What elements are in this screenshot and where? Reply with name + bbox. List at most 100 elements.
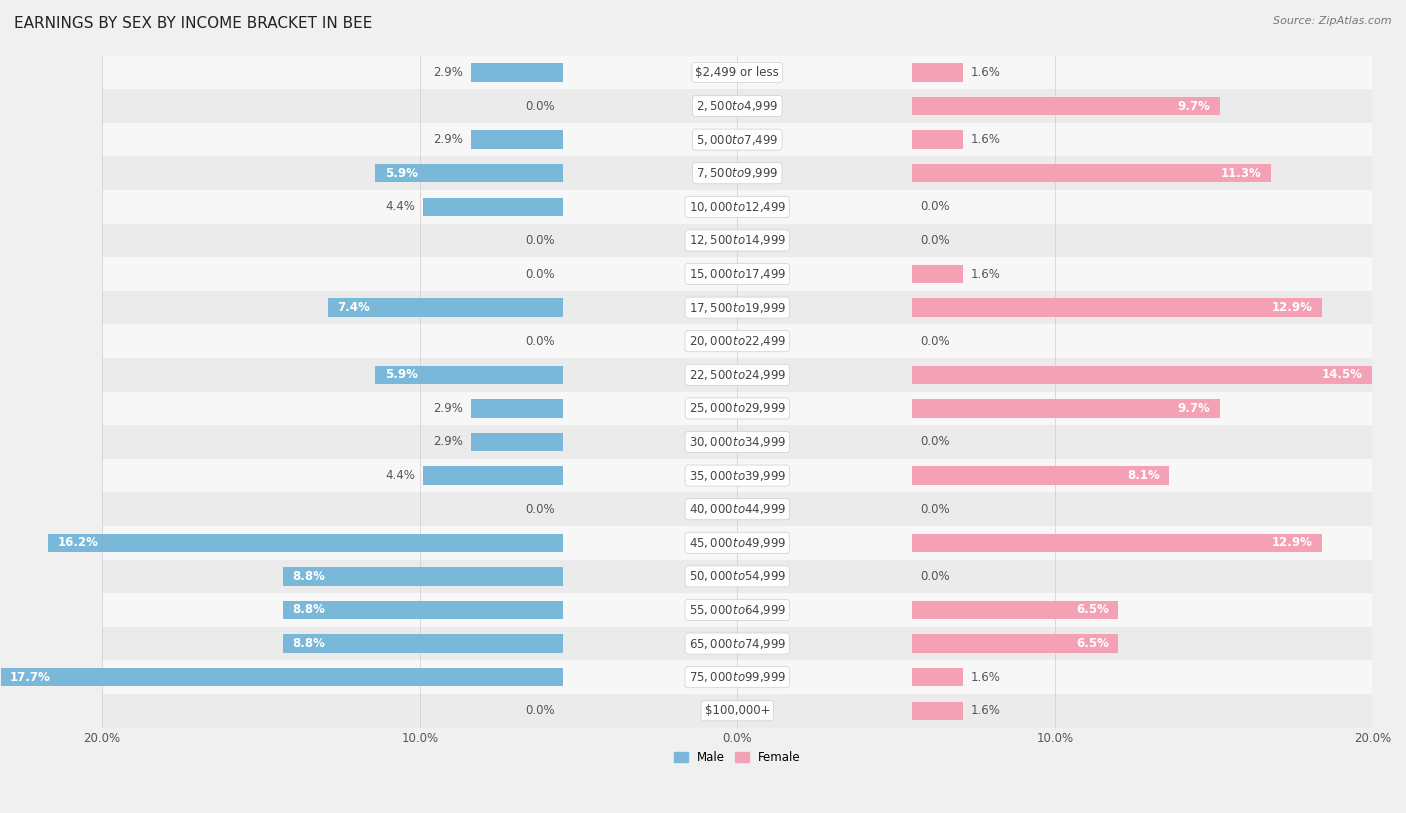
Bar bbox=[912, 265, 963, 283]
Legend: Male, Female: Male, Female bbox=[669, 746, 806, 769]
Bar bbox=[912, 298, 1322, 317]
Text: $5,000 to $7,499: $5,000 to $7,499 bbox=[696, 133, 779, 146]
Bar bbox=[103, 291, 1372, 324]
Bar bbox=[103, 257, 1372, 291]
Text: $25,000 to $29,999: $25,000 to $29,999 bbox=[689, 402, 786, 415]
Text: 8.8%: 8.8% bbox=[292, 603, 326, 616]
Text: $22,500 to $24,999: $22,500 to $24,999 bbox=[689, 367, 786, 382]
Text: 4.4%: 4.4% bbox=[385, 469, 415, 482]
Text: 0.0%: 0.0% bbox=[524, 704, 555, 717]
Bar bbox=[912, 467, 1170, 485]
Text: 5.9%: 5.9% bbox=[385, 167, 418, 180]
Text: 1.6%: 1.6% bbox=[970, 133, 1001, 146]
Text: $65,000 to $74,999: $65,000 to $74,999 bbox=[689, 637, 786, 650]
Bar bbox=[912, 366, 1372, 384]
Text: $100,000+: $100,000+ bbox=[704, 704, 770, 717]
Text: 1.6%: 1.6% bbox=[970, 66, 1001, 79]
Bar bbox=[423, 198, 562, 216]
Text: 2.9%: 2.9% bbox=[433, 66, 463, 79]
Bar bbox=[103, 224, 1372, 257]
Bar bbox=[103, 493, 1372, 526]
Text: $15,000 to $17,499: $15,000 to $17,499 bbox=[689, 267, 786, 281]
Bar bbox=[375, 366, 562, 384]
Bar bbox=[103, 425, 1372, 459]
Text: $35,000 to $39,999: $35,000 to $39,999 bbox=[689, 468, 786, 483]
Bar bbox=[0, 668, 562, 686]
Bar bbox=[912, 702, 963, 720]
Text: $2,500 to $4,999: $2,500 to $4,999 bbox=[696, 99, 779, 113]
Text: 0.0%: 0.0% bbox=[524, 99, 555, 112]
Text: $10,000 to $12,499: $10,000 to $12,499 bbox=[689, 200, 786, 214]
Bar bbox=[103, 694, 1372, 728]
Text: 0.0%: 0.0% bbox=[920, 335, 949, 348]
Text: 5.9%: 5.9% bbox=[385, 368, 418, 381]
Text: 0.0%: 0.0% bbox=[920, 570, 949, 583]
Text: 0.0%: 0.0% bbox=[524, 234, 555, 247]
Text: 7.4%: 7.4% bbox=[337, 301, 370, 314]
Bar bbox=[471, 433, 562, 451]
Bar bbox=[103, 660, 1372, 694]
Text: 4.4%: 4.4% bbox=[385, 200, 415, 213]
Text: 2.9%: 2.9% bbox=[433, 133, 463, 146]
Bar bbox=[103, 627, 1372, 660]
Bar bbox=[912, 668, 963, 686]
Bar bbox=[471, 63, 562, 81]
Bar bbox=[912, 634, 1118, 653]
Text: 14.5%: 14.5% bbox=[1322, 368, 1362, 381]
Text: 1.6%: 1.6% bbox=[970, 267, 1001, 280]
Text: $75,000 to $99,999: $75,000 to $99,999 bbox=[689, 670, 786, 685]
Text: $2,499 or less: $2,499 or less bbox=[696, 66, 779, 79]
Text: $12,500 to $14,999: $12,500 to $14,999 bbox=[689, 233, 786, 247]
Bar bbox=[103, 55, 1372, 89]
Text: $7,500 to $9,999: $7,500 to $9,999 bbox=[696, 166, 779, 180]
Bar bbox=[375, 164, 562, 182]
Bar bbox=[103, 392, 1372, 425]
Bar bbox=[103, 459, 1372, 493]
Bar bbox=[103, 324, 1372, 358]
Bar bbox=[912, 97, 1220, 115]
Bar bbox=[103, 123, 1372, 156]
Bar bbox=[912, 130, 963, 149]
Text: Source: ZipAtlas.com: Source: ZipAtlas.com bbox=[1274, 16, 1392, 26]
Text: 9.7%: 9.7% bbox=[1178, 402, 1211, 415]
Text: 1.6%: 1.6% bbox=[970, 704, 1001, 717]
Text: 0.0%: 0.0% bbox=[920, 234, 949, 247]
Text: 0.0%: 0.0% bbox=[524, 335, 555, 348]
Bar bbox=[103, 559, 1372, 593]
Text: 0.0%: 0.0% bbox=[524, 502, 555, 515]
Bar bbox=[912, 63, 963, 81]
Text: $55,000 to $64,999: $55,000 to $64,999 bbox=[689, 603, 786, 617]
Text: 6.5%: 6.5% bbox=[1076, 637, 1109, 650]
Bar bbox=[103, 593, 1372, 627]
Bar bbox=[471, 399, 562, 418]
Text: 0.0%: 0.0% bbox=[524, 267, 555, 280]
Bar bbox=[48, 533, 562, 552]
Text: 12.9%: 12.9% bbox=[1271, 301, 1312, 314]
Text: $40,000 to $44,999: $40,000 to $44,999 bbox=[689, 502, 786, 516]
Text: EARNINGS BY SEX BY INCOME BRACKET IN BEE: EARNINGS BY SEX BY INCOME BRACKET IN BEE bbox=[14, 16, 373, 31]
Text: $50,000 to $54,999: $50,000 to $54,999 bbox=[689, 569, 786, 584]
Bar bbox=[283, 601, 562, 620]
Text: 11.3%: 11.3% bbox=[1220, 167, 1261, 180]
Bar bbox=[912, 601, 1118, 620]
Text: 12.9%: 12.9% bbox=[1271, 537, 1312, 550]
Text: 8.8%: 8.8% bbox=[292, 637, 326, 650]
Bar bbox=[912, 164, 1271, 182]
Bar bbox=[103, 358, 1372, 392]
Text: 8.8%: 8.8% bbox=[292, 570, 326, 583]
Text: 2.9%: 2.9% bbox=[433, 402, 463, 415]
Bar bbox=[103, 526, 1372, 559]
Bar bbox=[912, 399, 1220, 418]
Text: 6.5%: 6.5% bbox=[1076, 603, 1109, 616]
Text: 16.2%: 16.2% bbox=[58, 537, 98, 550]
Text: 2.9%: 2.9% bbox=[433, 436, 463, 449]
Bar bbox=[103, 89, 1372, 123]
Bar bbox=[423, 467, 562, 485]
Bar bbox=[283, 567, 562, 585]
Text: 9.7%: 9.7% bbox=[1178, 99, 1211, 112]
Bar bbox=[283, 634, 562, 653]
Bar bbox=[471, 130, 562, 149]
Text: $45,000 to $49,999: $45,000 to $49,999 bbox=[689, 536, 786, 550]
Text: $20,000 to $22,499: $20,000 to $22,499 bbox=[689, 334, 786, 348]
Text: $17,500 to $19,999: $17,500 to $19,999 bbox=[689, 301, 786, 315]
